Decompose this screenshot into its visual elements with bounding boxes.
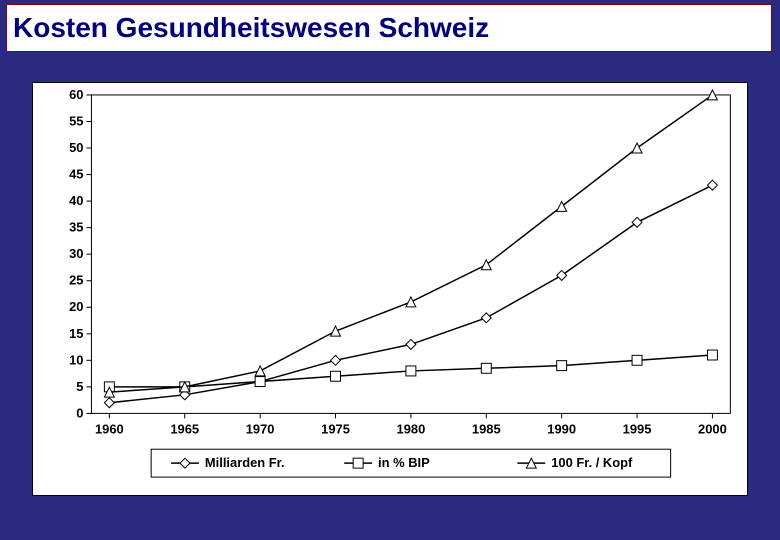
diamond-marker <box>632 217 642 227</box>
square-marker <box>481 363 491 373</box>
y-tick-label: 35 <box>69 220 83 235</box>
triangle-marker <box>632 143 642 153</box>
triangle-marker <box>406 297 416 307</box>
page-title: Kosten Gesundheitswesen Schweiz <box>13 12 489 44</box>
x-tick-label: 1995 <box>623 421 652 436</box>
square-marker <box>255 377 265 387</box>
triangle-marker <box>331 326 341 336</box>
x-tick-label: 1975 <box>321 421 350 436</box>
square-marker <box>406 366 416 376</box>
legend-label: in % BIP <box>378 455 430 470</box>
y-tick-label: 0 <box>76 405 83 420</box>
slide: Kosten Gesundheitswesen Schweiz 0 5 10 15 20… <box>0 0 780 540</box>
x-tick-label: 1980 <box>397 421 426 436</box>
diamond-marker <box>707 180 717 190</box>
y-tick-label: 30 <box>69 246 83 261</box>
y-tick-label: 40 <box>69 193 83 208</box>
title-box: Kosten Gesundheitswesen Schweiz <box>6 4 772 52</box>
y-tick-label: 10 <box>69 352 83 367</box>
diamond-marker <box>557 270 567 280</box>
diamond-marker <box>331 355 341 365</box>
diamond-marker <box>406 339 416 349</box>
chart-container: 0 5 10 15 20 25 30 35 40 45 50 55 60 1960 1965 1970 1975… <box>32 82 748 496</box>
square-marker <box>707 350 717 360</box>
x-tick-label: 2000 <box>698 421 727 436</box>
y-tick-label: 50 <box>69 140 83 155</box>
chart-svg: 0 5 10 15 20 25 30 35 40 45 50 55 60 1960 1965 1970 1975… <box>33 83 747 495</box>
y-tick-label: 25 <box>69 273 83 288</box>
square-marker <box>632 355 642 365</box>
square-marker <box>353 458 363 468</box>
y-tick-label: 45 <box>69 167 83 182</box>
x-tick-label: 1960 <box>95 421 124 436</box>
y-tick-label: 5 <box>76 379 83 394</box>
legend-label: Milliarden Fr. <box>205 455 285 470</box>
legend-label: 100 Fr. / Kopf <box>551 455 633 470</box>
square-marker <box>557 361 567 371</box>
diamond-marker <box>481 313 491 323</box>
y-tick-label: 55 <box>69 113 83 128</box>
x-tick-label: 1990 <box>547 421 576 436</box>
x-tick-label: 1970 <box>246 421 275 436</box>
diamond-marker <box>104 398 114 408</box>
square-marker <box>331 371 341 381</box>
y-tick-label: 20 <box>69 299 83 314</box>
x-tick-label: 1985 <box>472 421 501 436</box>
x-tick-label: 1965 <box>170 421 199 436</box>
y-tick-label: 15 <box>69 326 83 341</box>
y-tick-label: 60 <box>69 87 83 102</box>
